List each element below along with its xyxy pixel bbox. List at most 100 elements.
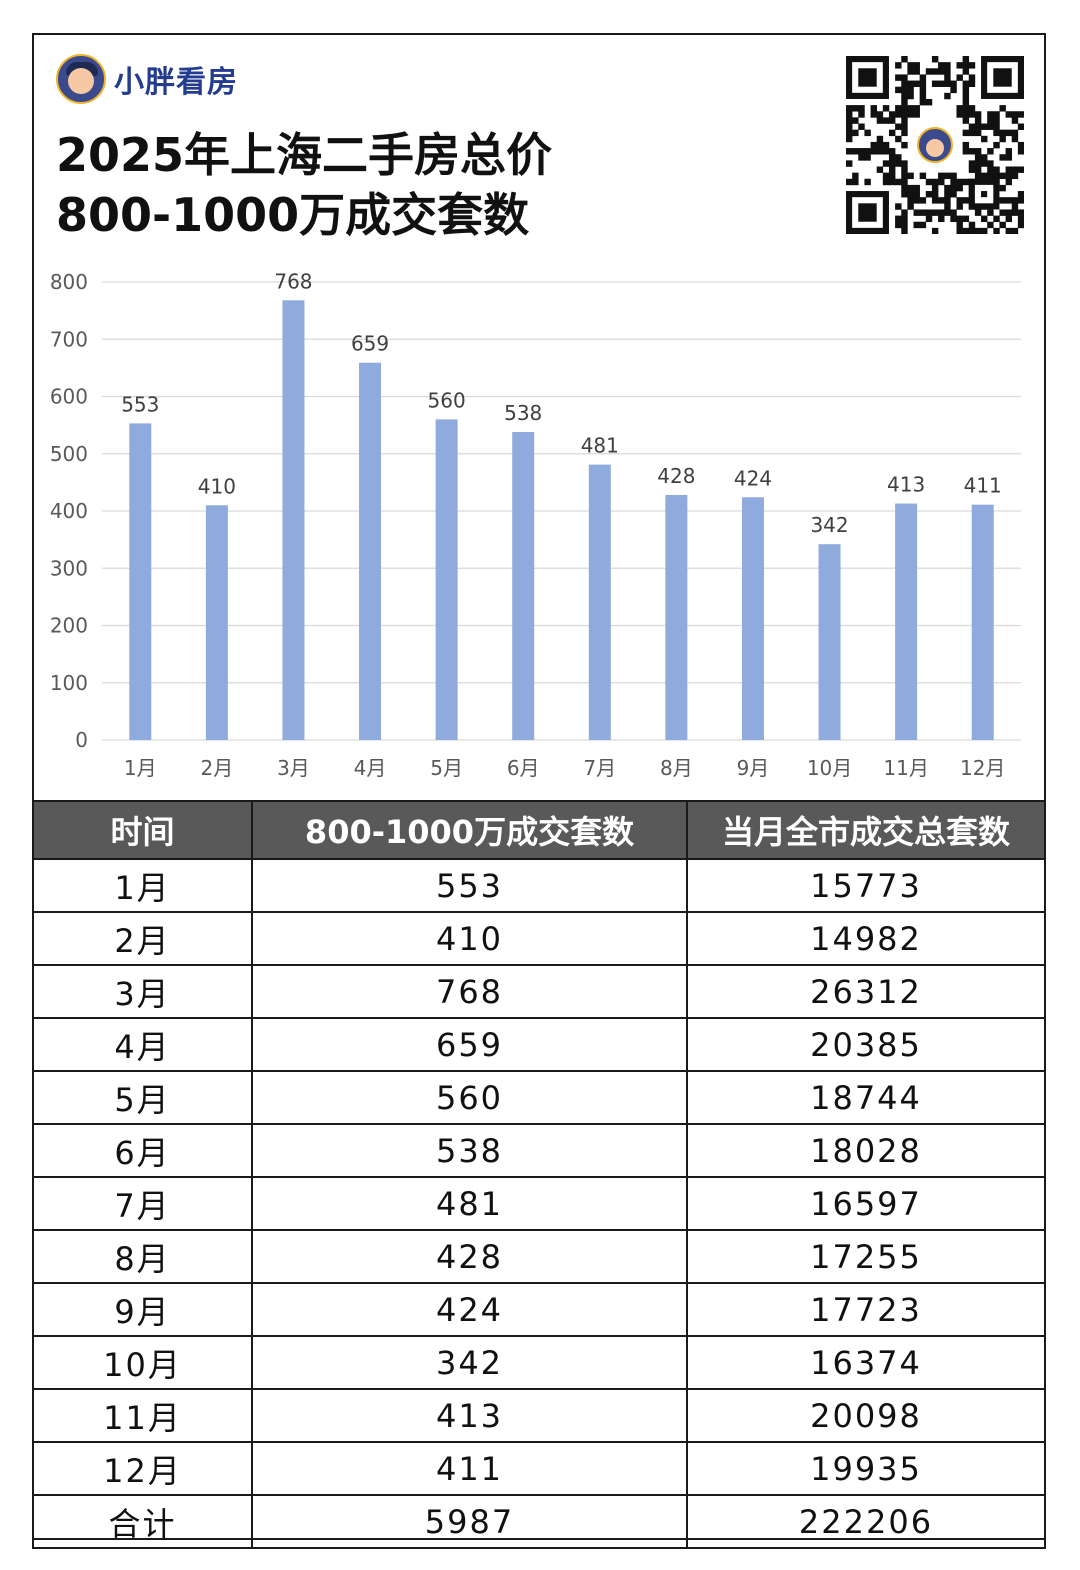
- cell-city-total: 16374: [686, 1335, 1046, 1390]
- x-tick-label: 7月: [583, 756, 616, 780]
- title-line-1: 2025年上海二手房总价: [56, 128, 553, 182]
- x-tick-label: 2月: [201, 756, 234, 780]
- bar: [435, 419, 458, 740]
- cell-month: 3月: [32, 964, 253, 1019]
- data-label: 538: [504, 401, 542, 425]
- data-label: 768: [274, 269, 312, 293]
- cell-city-total: 17723: [686, 1282, 1046, 1337]
- cell-city-total: 18028: [686, 1123, 1046, 1178]
- cell-range-count: 560: [251, 1070, 688, 1125]
- cell-city-total: 14982: [686, 911, 1046, 966]
- bar: [205, 505, 228, 740]
- cell-range-count: 538: [251, 1123, 688, 1178]
- data-label: 413: [887, 473, 925, 497]
- table-row: 7月 481 16597: [32, 1176, 1046, 1231]
- x-tick-label: 3月: [277, 756, 310, 780]
- cell-range-count: 553: [251, 858, 688, 913]
- cell-month: 11月: [32, 1388, 253, 1443]
- page-title: 2025年上海二手房总价 800-1000万成交套数: [56, 125, 552, 245]
- cell-city-total: 18744: [686, 1070, 1046, 1125]
- cell-month: 合计: [32, 1494, 253, 1549]
- cell-month: 1月: [32, 858, 253, 913]
- table-row: 3月 768 26312: [32, 964, 1046, 1019]
- x-tick-label: 12月: [960, 756, 1005, 780]
- data-label: 342: [810, 513, 848, 537]
- table-row: 8月 428 17255: [32, 1229, 1046, 1284]
- table-row: 1月 553 15773: [32, 858, 1046, 913]
- cell-month: 12月: [32, 1441, 253, 1496]
- y-tick-label: 600: [50, 385, 88, 409]
- table-row: 合计 5987 222206: [32, 1494, 1046, 1549]
- table-row: 12月 411 19935: [32, 1441, 1046, 1496]
- table-row: 6月 538 18028: [32, 1123, 1046, 1178]
- x-tick-label: 4月: [354, 756, 387, 780]
- header-time: 时间: [32, 800, 253, 860]
- cell-city-total: 26312: [686, 964, 1046, 1019]
- bar-chart: 0 100 200 300 400 500 600 700 800 553 1月 410 2月 768 3月…: [50, 269, 1021, 780]
- x-tick-label: 6月: [507, 756, 540, 780]
- cell-city-total: 15773: [686, 858, 1046, 913]
- bar: [818, 544, 841, 740]
- cell-month: 6月: [32, 1123, 253, 1178]
- y-tick-label: 0: [75, 728, 88, 752]
- bar: [895, 503, 918, 740]
- table-row: 11月 413 20098: [32, 1388, 1046, 1443]
- cell-range-count: 342: [251, 1335, 688, 1390]
- bar: [282, 300, 305, 740]
- x-tick-label: 10月: [807, 756, 852, 780]
- cell-range-count: 410: [251, 911, 688, 966]
- cell-range-count: 413: [251, 1388, 688, 1443]
- data-label: 553: [121, 392, 159, 416]
- data-label: 411: [964, 474, 1002, 498]
- bar: [129, 423, 152, 740]
- x-tick-label: 1月: [124, 756, 157, 780]
- cell-city-total: 222206: [686, 1494, 1046, 1549]
- data-label: 481: [581, 434, 619, 458]
- table-row: 9月 424 17723: [32, 1282, 1046, 1337]
- y-tick-label: 800: [50, 270, 88, 294]
- bar: [741, 497, 764, 740]
- data-label: 424: [734, 466, 772, 490]
- data-label: 428: [657, 464, 695, 488]
- brand-logo: 小胖看房: [56, 52, 238, 106]
- x-tick-label: 8月: [660, 756, 693, 780]
- data-table: 时间 800-1000万成交套数 当月全市成交总套数 1月 553 15773 2月 4…: [32, 800, 1046, 1549]
- cell-city-total: 20385: [686, 1017, 1046, 1072]
- bar: [665, 494, 688, 740]
- cell-month: 9月: [32, 1282, 253, 1337]
- y-tick-label: 500: [50, 442, 88, 466]
- cell-range-count: 768: [251, 964, 688, 1019]
- header-city-total: 当月全市成交总套数: [686, 800, 1046, 860]
- table-row: 5月 560 18744: [32, 1070, 1046, 1125]
- cell-range-count: 424: [251, 1282, 688, 1337]
- data-label: 560: [428, 388, 466, 412]
- table-row: 4月 659 20385: [32, 1017, 1046, 1072]
- cell-range-count: 428: [251, 1229, 688, 1284]
- data-label: 659: [351, 332, 389, 356]
- cell-month: 5月: [32, 1070, 253, 1125]
- cell-range-count: 5987: [251, 1494, 688, 1549]
- qr-code-icon: [846, 56, 1024, 234]
- cell-month: 4月: [32, 1017, 253, 1072]
- avatar-icon: [56, 54, 106, 104]
- cell-range-count: 481: [251, 1176, 688, 1231]
- table-row: 10月 342 16374: [32, 1335, 1046, 1390]
- x-tick-label: 11月: [883, 756, 928, 780]
- header-range-count: 800-1000万成交套数: [251, 800, 688, 860]
- cell-city-total: 17255: [686, 1229, 1046, 1284]
- bar: [512, 431, 535, 740]
- y-tick-label: 300: [50, 556, 88, 580]
- cell-month: 7月: [32, 1176, 253, 1231]
- brand-name: 小胖看房: [114, 65, 238, 100]
- y-tick-label: 100: [50, 671, 88, 695]
- cell-city-total: 16597: [686, 1176, 1046, 1231]
- bar: [588, 464, 611, 740]
- cell-range-count: 411: [251, 1441, 688, 1496]
- bar: [359, 362, 382, 740]
- y-tick-label: 700: [50, 327, 88, 351]
- table-row: 2月 410 14982: [32, 911, 1046, 966]
- cell-month: 8月: [32, 1229, 253, 1284]
- x-tick-label: 9月: [737, 756, 770, 780]
- title-line-2: 800-1000万成交套数: [56, 188, 530, 242]
- cell-range-count: 659: [251, 1017, 688, 1072]
